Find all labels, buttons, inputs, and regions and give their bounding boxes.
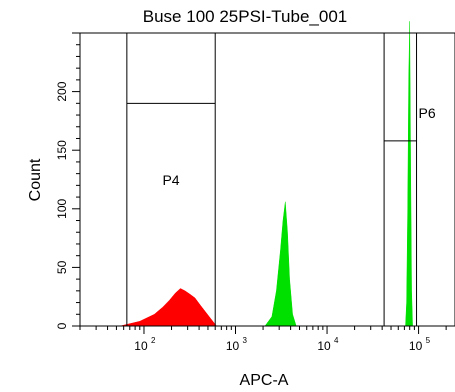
gate-p4-label: P4 <box>162 172 179 188</box>
gate-p6-label: P6 <box>419 105 436 121</box>
chart-title: Buse 100 25PSI-Tube_001 <box>143 7 347 26</box>
histogram-series-3 <box>405 21 413 327</box>
histogram-series-2 <box>264 201 297 327</box>
y-tick-label: 0 <box>55 322 69 329</box>
x-tick-exponent: 5 <box>426 336 431 345</box>
x-tick-label: 10 <box>409 339 423 353</box>
y-tick-label: 50 <box>55 260 69 274</box>
gates-group: P4 P6 <box>126 33 436 326</box>
x-tick-label: 10 <box>226 339 240 353</box>
x-axis-label: APC-A <box>240 372 289 389</box>
x-tick-label: 10 <box>134 339 148 353</box>
histogram-series-1 <box>120 288 218 327</box>
y-axis-label: Count <box>27 158 44 201</box>
plot-frame <box>79 32 455 327</box>
x-tick-exponent: 4 <box>334 336 339 345</box>
y-tick-label: 100 <box>55 198 69 218</box>
x-tick-exponent: 2 <box>151 336 156 345</box>
y-tick-label: 150 <box>55 140 69 160</box>
x-tick-exponent: 3 <box>243 336 248 345</box>
histogram-series-group <box>120 21 413 327</box>
y-axis: 0 50 100 150 200 <box>55 32 80 329</box>
x-tick-label: 10 <box>317 339 331 353</box>
y-tick-label: 200 <box>55 81 69 101</box>
x-axis: 10 2 10 3 10 4 10 5 <box>79 326 447 353</box>
